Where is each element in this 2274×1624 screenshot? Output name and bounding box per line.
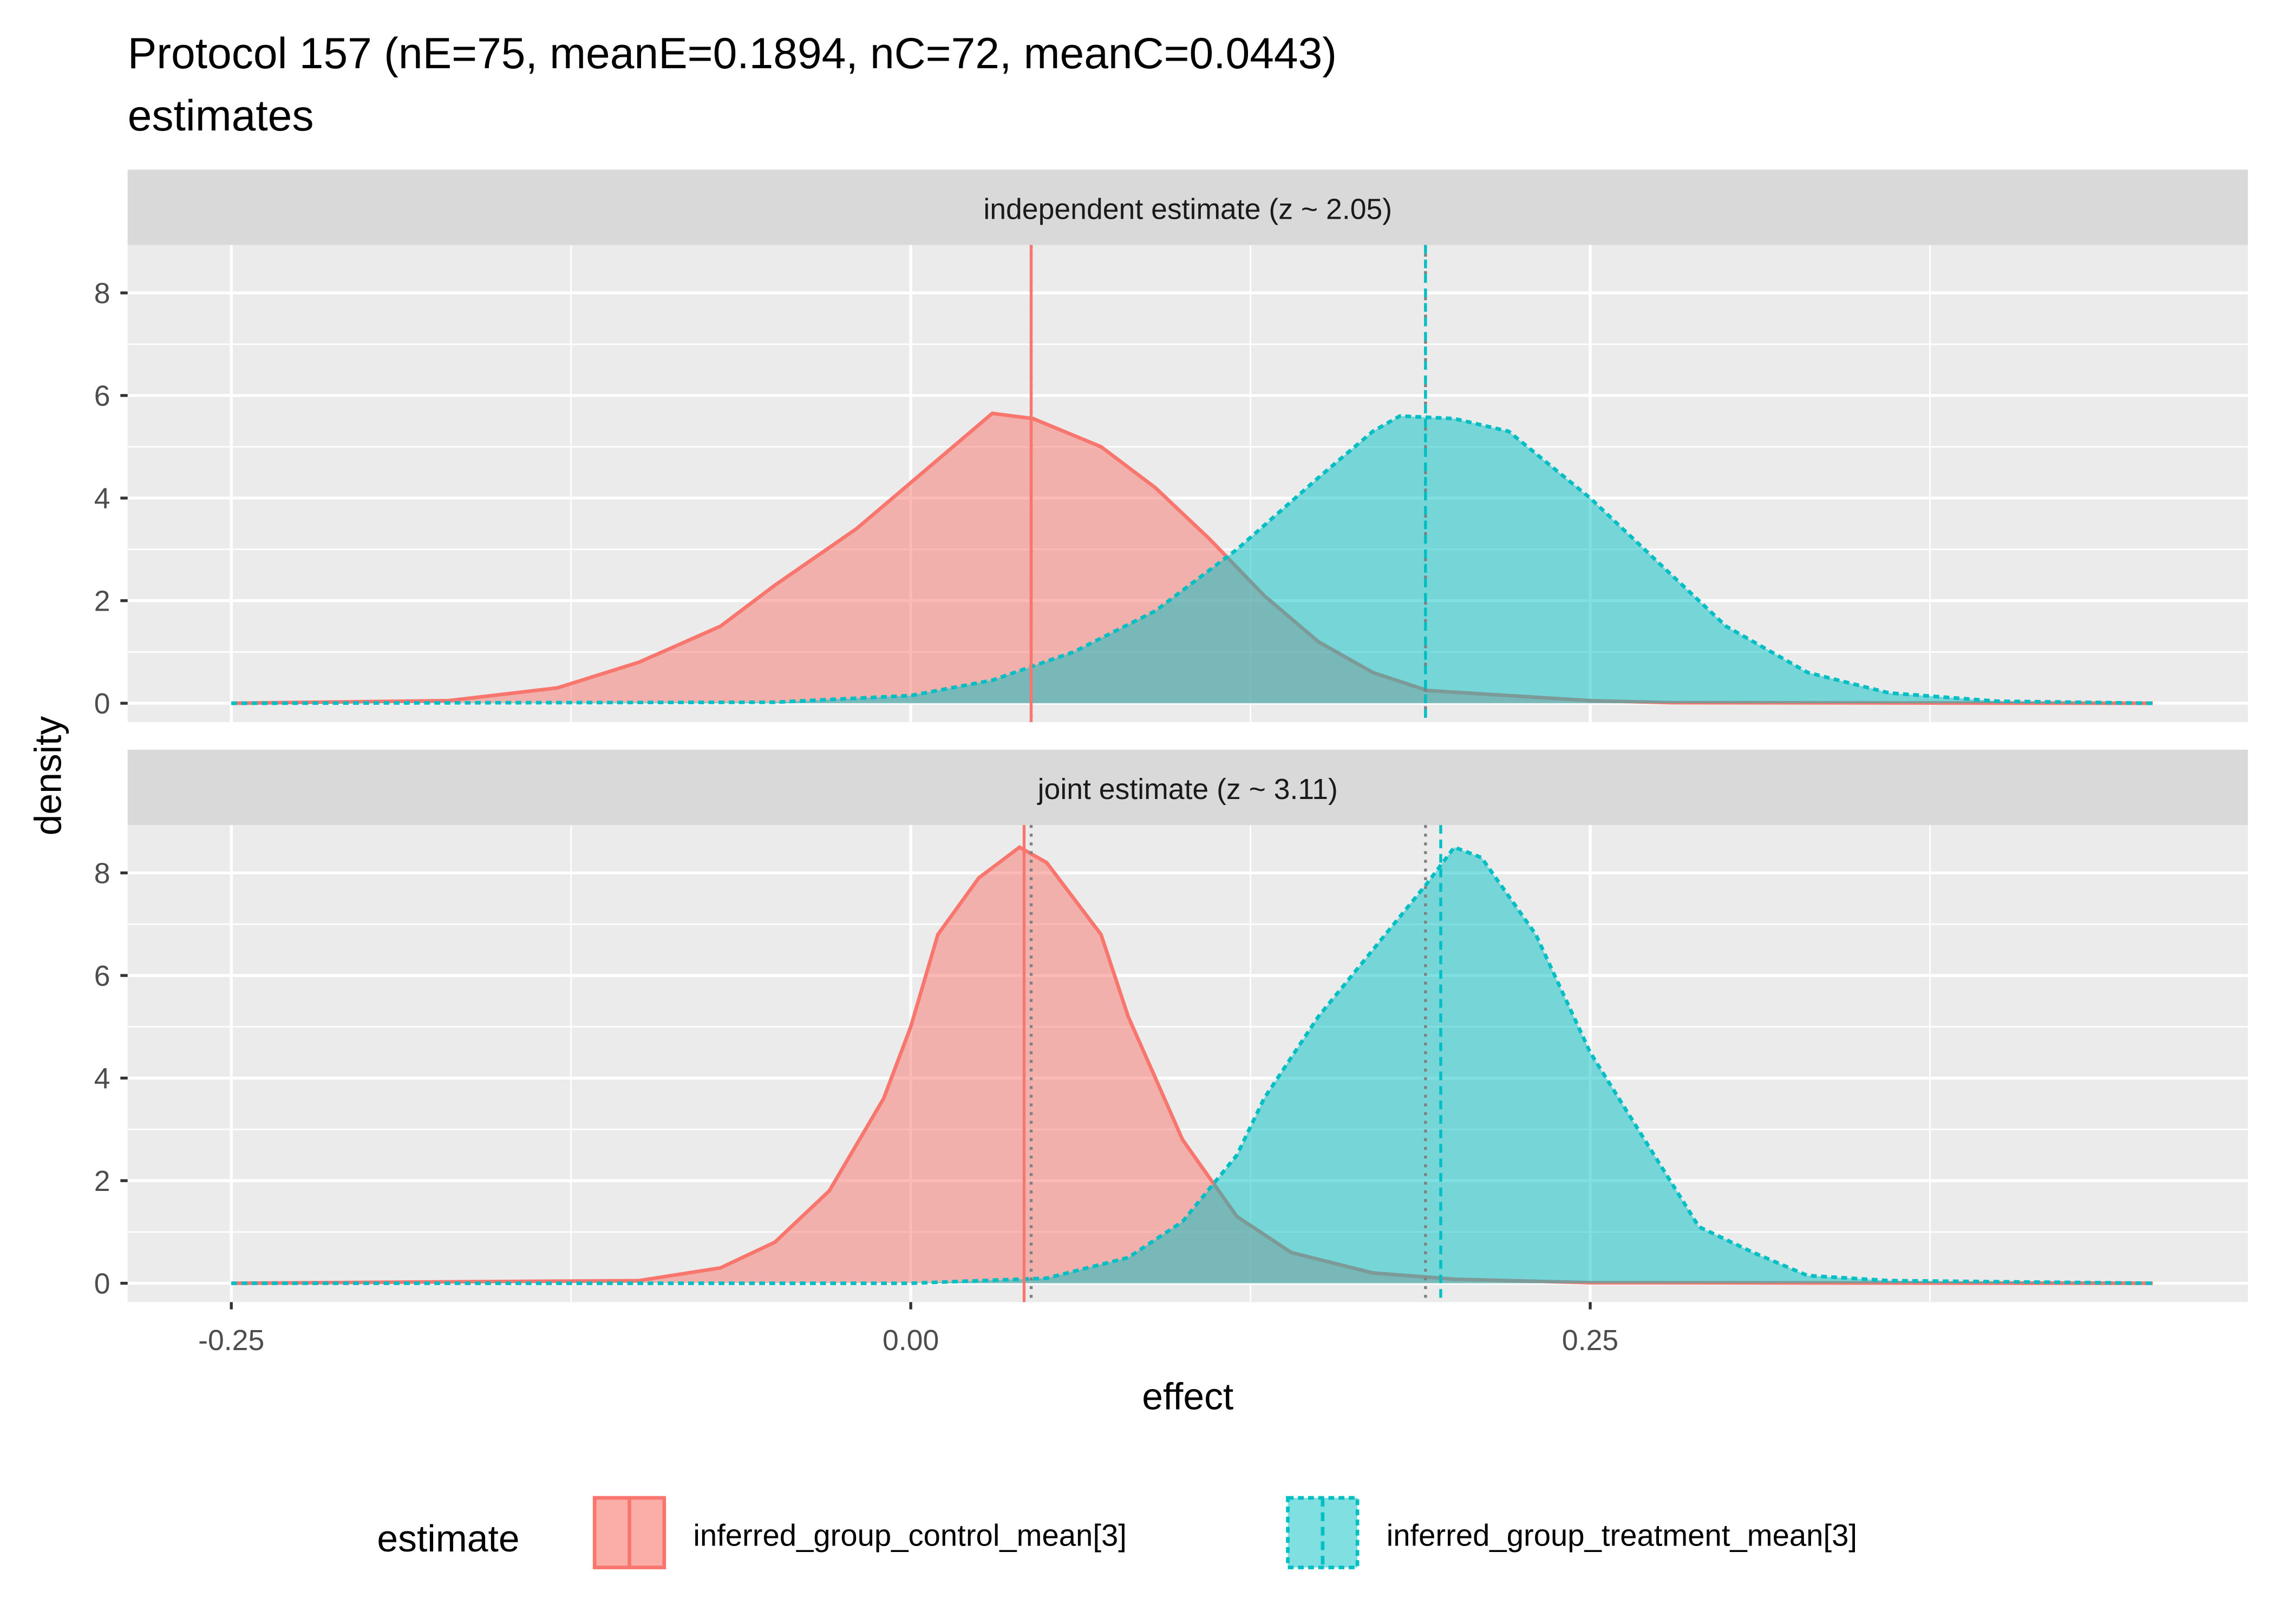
y-tick-label: 2: [94, 1165, 110, 1197]
facet-strip-label: joint estimate (z ~ 3.11): [1037, 774, 1338, 806]
legend-label-control: inferred_group_control_mean[3]: [693, 1518, 1127, 1552]
chart-title: Protocol 157 (nE=75, meanE=0.1894, nC=72…: [128, 29, 1337, 78]
facet-strip: [127, 169, 2248, 245]
legend-label-treatment: inferred_group_treatment_mean[3]: [1387, 1518, 1857, 1552]
panel-joint: joint estimate (z ~ 3.11) 0 2 4 6 8 -0.25 0.00 0…: [94, 749, 2248, 1357]
y-tick-label: 6: [94, 960, 110, 992]
density-area-treatment: [231, 416, 2153, 704]
density-line-treatment: [231, 845, 2153, 1285]
x-tick-label: 0.00: [883, 1325, 939, 1357]
legend-title: estimate: [377, 1517, 519, 1560]
y-tick-label: 4: [94, 483, 110, 515]
density-line-treatment: [231, 414, 2153, 705]
y-tick-label: 4: [94, 1063, 110, 1095]
chart-subtitle: estimates: [128, 91, 314, 140]
legend-key-control: [592, 1496, 666, 1569]
x-tick-label: 0.25: [1562, 1325, 1618, 1357]
density-area-control: [231, 847, 2153, 1284]
y-tick-label: 6: [94, 380, 110, 412]
x-axis-label: effect: [1142, 1376, 1233, 1418]
y-tick-label: 8: [94, 278, 110, 310]
y-tick-label: 0: [94, 688, 110, 720]
y-axis-label: density: [27, 716, 69, 836]
y-tick-label: 2: [94, 585, 110, 617]
facet-strip-label: independent estimate (z ~ 2.05): [983, 193, 1392, 225]
x-tick-label: -0.25: [198, 1325, 264, 1357]
panel-independent: independent estimate (z ~ 2.05) 0 2 4 6 8: [94, 169, 2248, 722]
y-tick-label: 0: [94, 1268, 110, 1300]
legend-key-treatment: [1286, 1496, 1360, 1569]
facet-strip: [127, 749, 2248, 826]
legend: estimate inferred_group_control_mean[3] …: [377, 1496, 1857, 1569]
y-tick-label: 8: [94, 857, 110, 889]
